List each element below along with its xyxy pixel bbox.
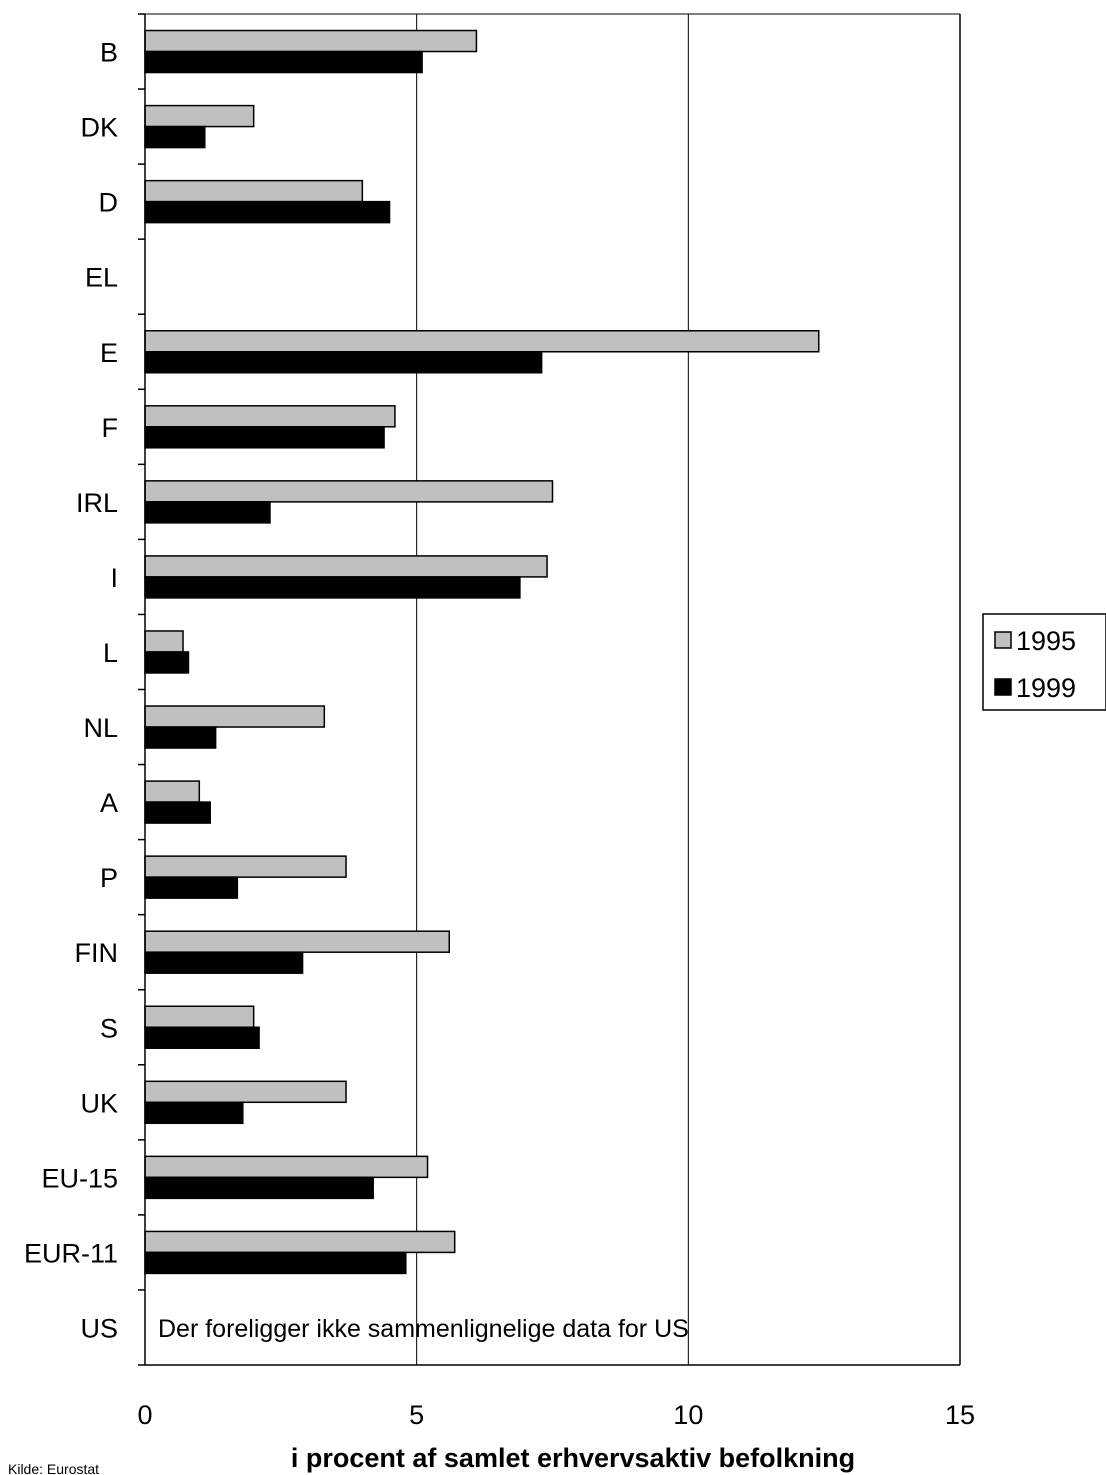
- y-tick-label-EU-15: EU-15: [41, 1163, 118, 1193]
- bar-1995-NL: [144, 705, 326, 728]
- legend-swatch-1995: [994, 631, 1012, 649]
- bars: [144, 29, 820, 1275]
- bar-1999-EUR-11: [144, 1251, 407, 1275]
- y-tick-label-US: US: [80, 1313, 118, 1343]
- x-tick-label-10: 10: [673, 1400, 703, 1430]
- bar-1999-L: [144, 651, 190, 674]
- bar-1995-UK: [144, 1080, 347, 1104]
- gridlines: [416, 14, 961, 1365]
- bar-1999-IRL: [144, 501, 271, 524]
- y-tick-label-F: F: [102, 413, 119, 443]
- legend-swatch-1999: [994, 678, 1012, 696]
- legend-label-1999: 1999: [1016, 673, 1076, 703]
- y-tick-label-NL: NL: [83, 713, 118, 743]
- y-tick-label-D: D: [99, 188, 119, 218]
- y-tick-label-FIN: FIN: [75, 938, 119, 968]
- bar-1995-FIN: [144, 930, 451, 953]
- x-tick-label-5: 5: [409, 1400, 424, 1430]
- bar-1999-B: [144, 50, 423, 74]
- y-tick-label-IRL: IRL: [76, 488, 118, 518]
- legend-label-1995: 1995: [1016, 626, 1076, 656]
- bar-1995-P: [144, 855, 347, 878]
- x-tick-label-0: 0: [137, 1400, 152, 1430]
- bar-1999-P: [144, 876, 239, 899]
- bar-1999-E: [144, 351, 543, 374]
- bar-1999-DK: [144, 125, 206, 149]
- y-tick-label-UK: UK: [80, 1088, 118, 1118]
- bar-1999-I: [144, 576, 521, 599]
- bar-1995-I: [144, 555, 548, 578]
- bar-1995-E: [144, 330, 820, 353]
- bar-1995-EUR-11: [144, 1230, 456, 1254]
- bar-1995-L: [144, 630, 184, 653]
- no-data-annotation: Der foreligger ikke sammenlignelige data…: [158, 1315, 689, 1343]
- x-axis-title: i procent af samlet erhvervsaktiv befolk…: [291, 1443, 855, 1473]
- y-tick-label-DK: DK: [80, 113, 118, 143]
- y-tick-label-L: L: [103, 638, 118, 668]
- axes: [138, 13, 961, 1366]
- y-tick-label-B: B: [100, 38, 118, 68]
- source-note: Kilde: Eurostat: [8, 1461, 99, 1475]
- y-tick-label-EL: EL: [85, 263, 118, 293]
- legend: 1995 1999: [982, 613, 1106, 711]
- bar-1999-S: [144, 1026, 260, 1049]
- bar-1995-IRL: [144, 480, 554, 503]
- bar-1995-F: [144, 405, 396, 428]
- bar-1995-S: [144, 1005, 255, 1028]
- labels: 0 5 10 15 B DK D EL E F IRL I L NL A P FIN S UK EU-15 EUR-11…: [24, 38, 975, 1430]
- bar-1999-FIN: [144, 951, 304, 974]
- bar-1995-D: [144, 179, 364, 203]
- y-tick-label-S: S: [100, 1013, 118, 1043]
- y-tick-label-EUR-11: EUR-11: [24, 1238, 118, 1268]
- bar-1999-EU-15: [144, 1176, 374, 1200]
- bar-1995-DK: [144, 104, 255, 128]
- y-tick-label-E: E: [100, 338, 118, 368]
- bar-1999-A: [144, 801, 211, 824]
- bar-1999-UK: [144, 1101, 244, 1125]
- bar-1999-NL: [144, 726, 217, 749]
- x-tick-label-15: 15: [945, 1400, 975, 1430]
- bar-1995-B: [144, 29, 478, 53]
- bar-1999-D: [144, 200, 391, 224]
- y-tick-label-A: A: [100, 788, 118, 818]
- bar-1999-F: [144, 426, 385, 449]
- bar-1995-A: [144, 780, 201, 803]
- y-tick-label-I: I: [110, 563, 118, 593]
- bar-1995-EU-15: [144, 1155, 429, 1179]
- y-tick-label-P: P: [100, 863, 118, 893]
